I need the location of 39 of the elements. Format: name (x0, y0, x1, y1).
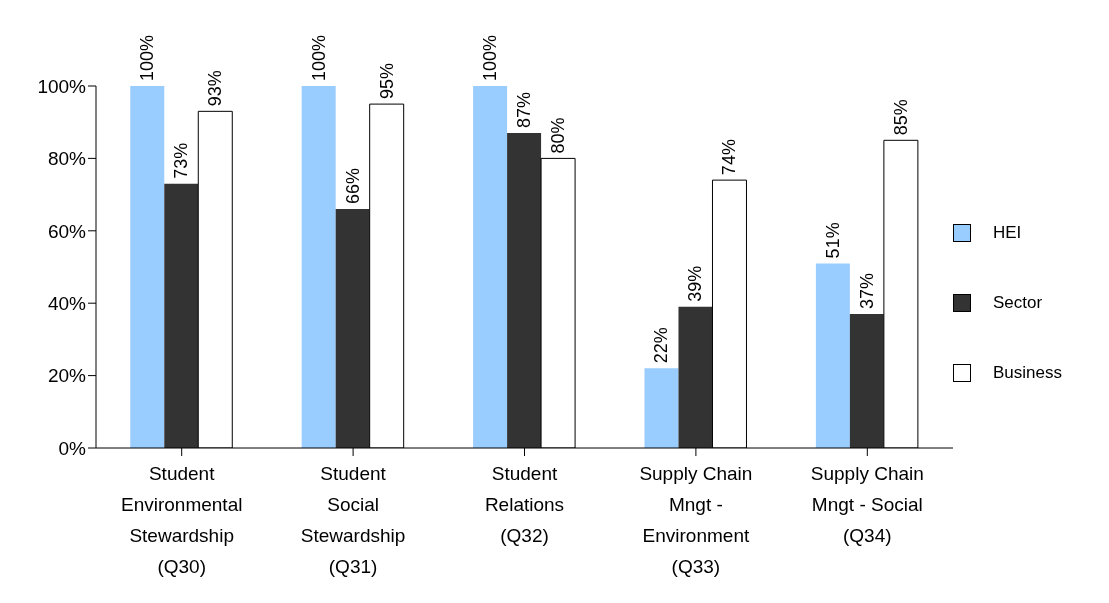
x-tick-label: Supply Chain Mngt - Social (Q34) (810, 463, 924, 546)
data-label: 51% (822, 222, 843, 259)
bar (849, 314, 884, 448)
x-tick-label: Student Social Stewardship (Q31) (300, 463, 406, 577)
data-label: 39% (685, 265, 706, 302)
bar (678, 306, 713, 448)
data-label: 74% (719, 139, 740, 176)
bar (815, 263, 850, 448)
data-label: 73% (171, 142, 192, 179)
data-label: 80% (548, 117, 569, 154)
legend-label: Sector (993, 293, 1043, 313)
bar (473, 86, 508, 448)
y-tick-label: 100% (37, 75, 87, 97)
data-label: 95% (376, 63, 397, 100)
bar (644, 368, 679, 448)
data-label: 37% (856, 273, 877, 310)
bar (507, 133, 542, 448)
x-tick-label: Student Relations (Q32) (484, 463, 565, 546)
legend-label: Business (993, 363, 1062, 383)
y-tick-label: 20% (47, 365, 87, 387)
x-tick-label: Supply Chain Mngt - Environment (Q33) (639, 463, 753, 577)
data-label: 22% (651, 327, 672, 364)
y-tick-label: 40% (47, 292, 87, 314)
data-label: 100% (137, 34, 158, 81)
y-tick-label: 0% (58, 437, 87, 459)
bar (335, 209, 370, 448)
y-tick-label: 60% (47, 220, 87, 242)
bar (130, 86, 165, 448)
data-label: 66% (342, 168, 363, 205)
data-label: 100% (480, 34, 501, 81)
legend-label: HEI (993, 223, 1022, 243)
data-label: 93% (205, 70, 226, 107)
data-label: 85% (890, 99, 911, 136)
data-label: 100% (308, 34, 329, 81)
data-label: 87% (514, 92, 535, 129)
bar (301, 86, 336, 448)
bar (164, 183, 199, 448)
y-tick-label: 80% (47, 148, 87, 170)
x-tick-label: Student Environmental Stewardship (Q30) (120, 463, 243, 577)
